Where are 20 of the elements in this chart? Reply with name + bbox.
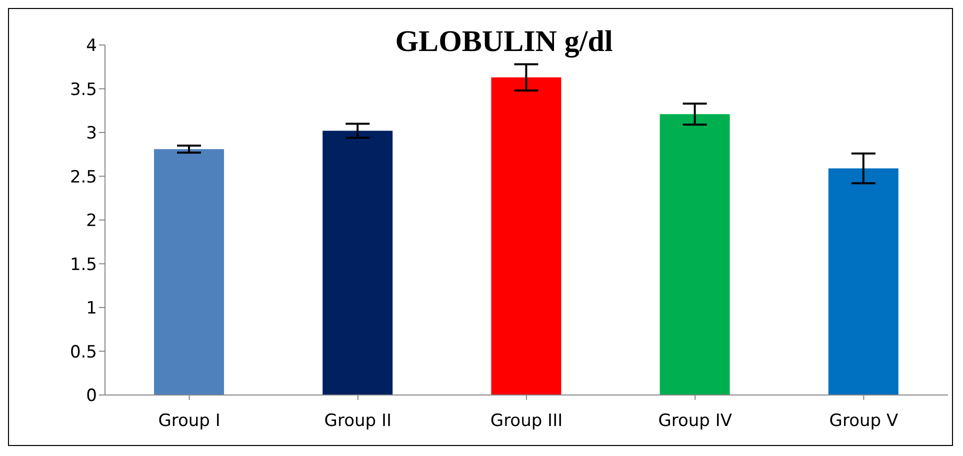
y-tick-label: 3 <box>86 124 97 144</box>
y-tick-label: 0.5 <box>70 342 97 362</box>
y-tick-label: 3.5 <box>70 80 97 100</box>
x-tick-label: Group IV <box>658 411 732 432</box>
x-tick-label: Group I <box>158 411 220 432</box>
bar <box>828 168 898 395</box>
x-tick-label: Group II <box>324 411 392 432</box>
x-tick-label: Group III <box>490 411 563 432</box>
y-tick-label: 0 <box>86 386 97 406</box>
bar <box>491 77 562 395</box>
y-tick-label: 1.5 <box>70 254 97 275</box>
chart-title: GLOBULIN g/dl <box>395 25 613 58</box>
y-tick-label: 2 <box>86 211 97 232</box>
x-tick-label: Group V <box>829 411 898 432</box>
y-tick-label: 2.5 <box>70 167 97 188</box>
y-tick-label: 1 <box>86 298 97 319</box>
bar <box>154 149 224 395</box>
bar <box>322 130 393 395</box>
bar <box>660 114 730 395</box>
y-tick-label: 4 <box>86 36 97 56</box>
